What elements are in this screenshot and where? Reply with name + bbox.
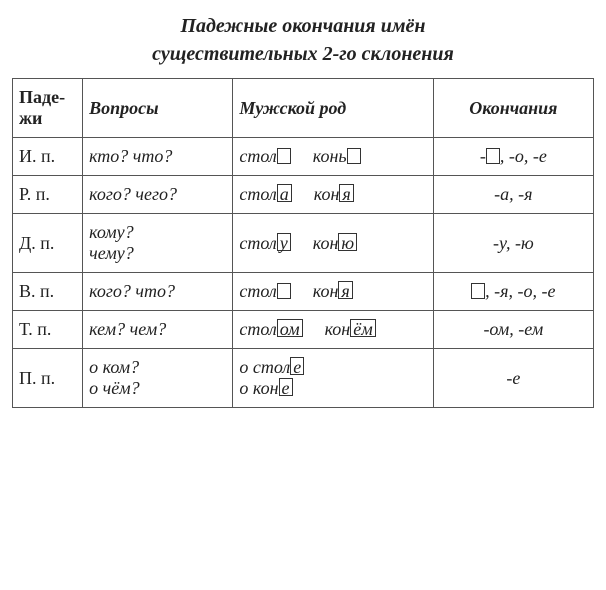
cell-endings: -, -о, -е	[433, 138, 593, 176]
header-masculine: Мужской род	[233, 79, 433, 138]
cell-endings: -е	[433, 349, 593, 408]
table-row: Д. п.кому?чему?столуконю-у, -ю	[13, 214, 594, 273]
ending-box: а	[277, 184, 292, 202]
cell-masculine: столконя	[233, 273, 433, 311]
table-row: Т. п.кем? чем?столомконём-ом, -ем	[13, 311, 594, 349]
cell-endings: -а, -я	[433, 176, 593, 214]
header-questions: Вопросы	[83, 79, 233, 138]
cell-masculine: о столео коне	[233, 349, 433, 408]
cell-questions: о ком?о чём?	[83, 349, 233, 408]
cell-masculine: столомконём	[233, 311, 433, 349]
page-title: Падежные окончания имён существительных …	[12, 12, 594, 68]
header-case: Паде-жи	[13, 79, 83, 138]
table-header-row: Паде-жи Вопросы Мужской род Окончания	[13, 79, 594, 138]
ending-box: я	[339, 184, 353, 202]
cell-questions: кто? что?	[83, 138, 233, 176]
ending-box: ом	[277, 319, 303, 337]
table-row: И. п.кто? что?столконь-, -о, -е	[13, 138, 594, 176]
cell-endings: -ом, -ем	[433, 311, 593, 349]
cell-questions: кого? чего?	[83, 176, 233, 214]
cell-endings: -у, -ю	[433, 214, 593, 273]
table-row: Р. п.кого? чего?столаконя-а, -я	[13, 176, 594, 214]
title-line-2: существительных 2-го склонения	[152, 43, 454, 65]
cell-questions: кем? чем?	[83, 311, 233, 349]
declension-table: Паде-жи Вопросы Мужской род Окончания И.…	[12, 78, 594, 408]
ending-box: е	[290, 357, 304, 375]
cell-case: Д. п.	[13, 214, 83, 273]
header-endings: Окончания	[433, 79, 593, 138]
ending-box: е	[279, 378, 293, 396]
cell-case: В. п.	[13, 273, 83, 311]
cell-case: Т. п.	[13, 311, 83, 349]
cell-case: П. п.	[13, 349, 83, 408]
cell-case: И. п.	[13, 138, 83, 176]
ending-box: я	[338, 281, 352, 299]
ending-box: ём	[350, 319, 375, 337]
ending-box: ю	[338, 233, 357, 251]
table-row: В. п.кого? что?столконя, -я, -о, -е	[13, 273, 594, 311]
cell-masculine: столуконю	[233, 214, 433, 273]
ending-box-empty	[471, 283, 485, 299]
cell-masculine: столконь	[233, 138, 433, 176]
cell-questions: кого? что?	[83, 273, 233, 311]
cell-masculine: столаконя	[233, 176, 433, 214]
title-line-1: Падежные окончания имён	[180, 15, 425, 37]
ending-box-empty	[347, 148, 361, 164]
ending-box-empty	[277, 148, 291, 164]
ending-box: у	[277, 233, 291, 251]
cell-case: Р. п.	[13, 176, 83, 214]
cell-endings: , -я, -о, -е	[433, 273, 593, 311]
ending-box-empty	[486, 148, 500, 164]
ending-box-empty	[277, 283, 291, 299]
cell-questions: кому?чему?	[83, 214, 233, 273]
table-row: П. п.о ком?о чём?о столео коне-е	[13, 349, 594, 408]
